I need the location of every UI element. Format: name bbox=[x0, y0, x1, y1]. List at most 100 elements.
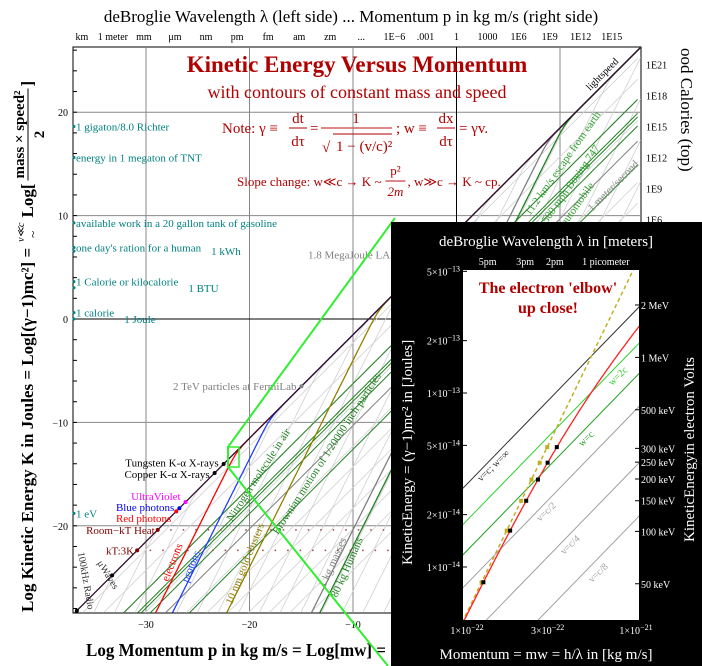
energy-level-dot bbox=[72, 511, 76, 515]
energy-level-label: available work in a 20 gallon tank of ga… bbox=[76, 218, 277, 230]
inset-y-tick-label: 5×10−13 bbox=[427, 264, 460, 278]
top-tick-label: fm bbox=[263, 32, 274, 43]
note-root: √ bbox=[322, 140, 331, 156]
tick-base: 1×10 bbox=[450, 626, 471, 637]
energy-level-label: 1 Calorie or kilocalorie bbox=[76, 277, 178, 289]
top-tick-label: 1E−6 bbox=[384, 32, 406, 43]
inset-x-tick-label: 3×10−22 bbox=[531, 623, 564, 637]
energy-level-dot bbox=[72, 245, 76, 249]
top-tick-label: μm bbox=[168, 32, 181, 43]
note-suffix: = γv. bbox=[459, 121, 488, 137]
tick-base: 5×10 bbox=[427, 267, 448, 278]
inset-x-label: Momentum = mw = h/λ in [kg m/s] bbox=[440, 647, 653, 663]
inset-speed-line bbox=[537, 515, 639, 620]
top-tick-label: .001 bbox=[417, 32, 435, 43]
constant-speed-contour bbox=[144, 120, 638, 613]
x-tick-label: −20 bbox=[242, 620, 258, 631]
thermal-dot bbox=[135, 548, 140, 553]
note-dt: dt bbox=[292, 111, 305, 127]
energy-level-label: 1 eV bbox=[76, 508, 97, 520]
note-dtau2: dτ bbox=[439, 134, 453, 150]
right-axis-label: ood Calories (top) bbox=[677, 48, 696, 172]
energy-level-dot bbox=[72, 286, 76, 290]
laser-label: 1.8 MegaJoule LASE bbox=[308, 249, 403, 261]
photon-label: UltraViolet bbox=[131, 491, 180, 503]
lightspeed-line bbox=[74, 47, 641, 613]
speed-curve bbox=[123, 98, 638, 613]
relativistic-point bbox=[545, 460, 550, 465]
note-eq: = bbox=[310, 121, 318, 137]
top-tick-label: 1000 bbox=[478, 32, 498, 43]
inset-top-tick-label: 1 picometer bbox=[582, 257, 630, 268]
energy-level-dot bbox=[72, 221, 76, 225]
top-tick-label: am bbox=[293, 32, 305, 43]
right-tick-label: 1E6 bbox=[646, 216, 662, 227]
chart-title: Kinetic Energy Versus Momentum bbox=[187, 52, 528, 77]
inset-y-tick-label: 1×10−13 bbox=[427, 386, 460, 400]
inset-y-tick-label: 2×10−14 bbox=[427, 508, 460, 522]
tick-exponent: −13 bbox=[447, 386, 460, 395]
inset-x-tick-label: 1×10−21 bbox=[619, 623, 652, 637]
inset-top-tick-label: 3pm bbox=[516, 257, 534, 268]
inset-ev-tick-label: 50 keV bbox=[641, 580, 671, 591]
top-tick-label: 1E12 bbox=[570, 32, 591, 43]
inset-ev-tick-label: 500 keV bbox=[641, 406, 676, 417]
inset-heading-line1: The electron 'elbow' bbox=[479, 280, 617, 297]
energy-level-label: 1 kWh bbox=[211, 246, 241, 258]
photon-dot bbox=[174, 509, 179, 514]
y-label-log: Log[ bbox=[18, 183, 37, 217]
tick-base: 2×10 bbox=[427, 511, 448, 522]
inset-top-tick-label: 5pm bbox=[479, 257, 497, 268]
tick-exponent: −14 bbox=[447, 508, 460, 517]
top-tick-label: mm bbox=[136, 32, 152, 43]
inset-panel: v=c; w=∞w=2cw=cv=c/2v=c/4v=c/8 5pm 3pm 2pm… bbox=[391, 222, 702, 666]
inset-ev-tick-label: 300 keV bbox=[641, 444, 676, 455]
constant-speed-contour bbox=[103, 78, 638, 613]
inset-x-tick-label: 1×10−22 bbox=[450, 623, 483, 637]
x-tick-label: −10 bbox=[345, 620, 361, 631]
tick-base: 3×10 bbox=[531, 626, 552, 637]
y-axis-label: Log Kinetic Energy K in Joules = Log[(γ−… bbox=[12, 81, 48, 612]
relativistic-point bbox=[508, 528, 513, 533]
inset-speed-line bbox=[463, 405, 639, 589]
inset-plot-area bbox=[463, 270, 639, 620]
inset-speed-line bbox=[463, 306, 639, 489]
inset-y-tick-label: 2×10−13 bbox=[427, 334, 460, 348]
energy-level-dot bbox=[72, 280, 76, 284]
photon-label: Tungsten K-α X-rays bbox=[125, 458, 218, 470]
energy-level-dot bbox=[72, 311, 76, 315]
inset-heading-line2: up close! bbox=[518, 300, 578, 317]
photon-dot bbox=[212, 470, 217, 475]
tick-exponent: −13 bbox=[447, 334, 460, 343]
inset-speed-line bbox=[463, 372, 639, 556]
inset-top-tick-label: 2pm bbox=[546, 257, 564, 268]
top-tick-label: 1E9 bbox=[542, 32, 558, 43]
slope-den: 2m bbox=[388, 184, 404, 199]
tick-base: 1×10 bbox=[427, 563, 448, 574]
tick-exponent: −22 bbox=[552, 623, 565, 632]
inset-y-tick-label: 5×10−14 bbox=[427, 438, 460, 452]
gamma-note: Note: γ ≡ dt dτ = 1 √ 1 − (v/c)² ; w ≡ d… bbox=[222, 111, 488, 156]
x-axis-label: Log Momentum p in kg m/s = Log[mw] = bbox=[86, 640, 386, 660]
right-tick-label: 1E18 bbox=[646, 91, 667, 102]
inset-ev-tick-label: 100 keV bbox=[641, 527, 676, 538]
photon-label: Red photons bbox=[116, 513, 171, 525]
inset-y-tick-label: 1×10−14 bbox=[427, 560, 460, 574]
tick-base: 5×10 bbox=[427, 441, 448, 452]
speed-curve bbox=[137, 112, 638, 613]
top-tick-label: km bbox=[75, 32, 88, 43]
top-tick-labels: km 1 meter mm μm nm pm fm am zm... 1E−6 .001 1 1000 1… bbox=[75, 32, 667, 227]
note-dtau: dτ bbox=[291, 134, 305, 150]
inset-ev-tick-label: 250 keV bbox=[641, 458, 676, 469]
relativistic-point bbox=[481, 580, 486, 585]
y-label-close: ] bbox=[18, 81, 37, 87]
energy-level-label: energy in 1 megaton of TNT bbox=[76, 152, 202, 164]
tick-base: 2×10 bbox=[427, 337, 448, 348]
inset-y-label-right: KineticEnergyin electron Volts bbox=[682, 357, 698, 542]
slope-prefix: Slope change: w≪c → K ~ bbox=[237, 174, 381, 189]
inset-ev-tick-label: 200 keV bbox=[641, 475, 676, 486]
y-label-frac-den: 2 bbox=[32, 131, 48, 139]
top-axis-title: deBroglie Wavelength λ (left side) ... M… bbox=[104, 7, 598, 26]
